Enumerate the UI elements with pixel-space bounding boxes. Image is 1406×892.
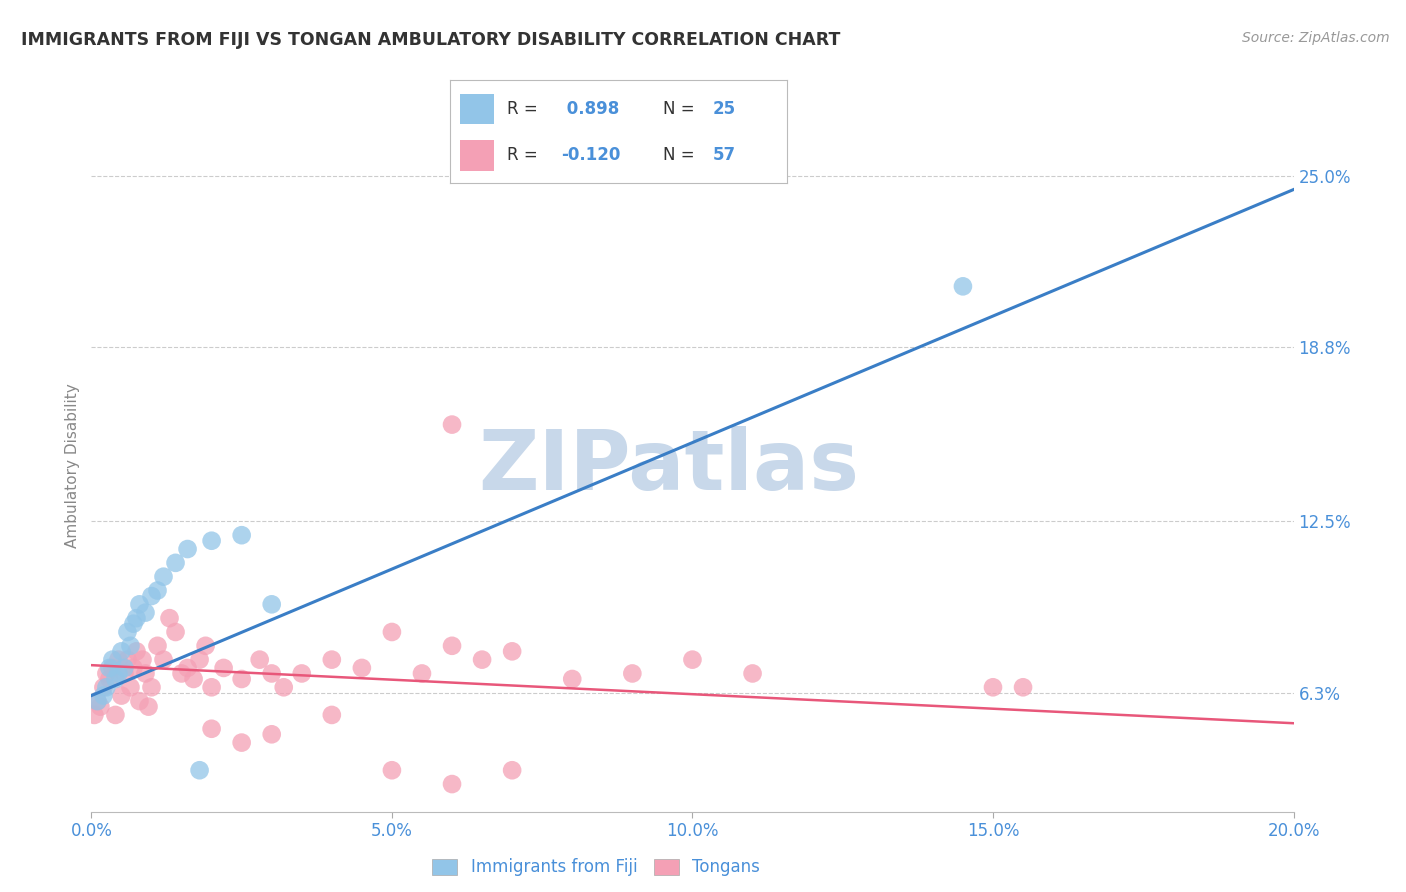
Point xyxy=(104,672,127,686)
Point xyxy=(260,666,283,681)
Point xyxy=(83,708,105,723)
Point xyxy=(159,611,181,625)
Text: Source: ZipAtlas.com: Source: ZipAtlas.com xyxy=(1241,31,1389,45)
Point xyxy=(152,569,174,583)
Point xyxy=(122,661,145,675)
FancyBboxPatch shape xyxy=(460,94,494,124)
Point xyxy=(321,708,343,723)
Point xyxy=(381,763,404,777)
Text: ZIPatlas: ZIPatlas xyxy=(478,425,859,507)
Point xyxy=(107,666,129,681)
Point xyxy=(120,639,142,653)
Point xyxy=(125,644,148,658)
Point xyxy=(114,661,136,675)
Point xyxy=(146,583,169,598)
Point xyxy=(411,666,433,681)
Point xyxy=(134,606,156,620)
Point xyxy=(212,661,235,675)
Point xyxy=(1012,680,1035,694)
Point xyxy=(231,735,253,749)
Text: IMMIGRANTS FROM FIJI VS TONGAN AMBULATORY DISABILITY CORRELATION CHART: IMMIGRANTS FROM FIJI VS TONGAN AMBULATOR… xyxy=(21,31,841,49)
Point xyxy=(98,672,121,686)
Point xyxy=(96,666,118,681)
Text: 0.898: 0.898 xyxy=(561,100,620,118)
Point xyxy=(260,598,283,612)
Text: N =: N = xyxy=(662,146,699,164)
Point xyxy=(110,689,132,703)
Point xyxy=(165,556,187,570)
Point xyxy=(93,689,115,703)
Point xyxy=(561,672,583,686)
Point xyxy=(89,699,111,714)
Point xyxy=(176,661,198,675)
Point xyxy=(131,652,153,666)
Y-axis label: Ambulatory Disability: Ambulatory Disability xyxy=(65,384,80,549)
Point xyxy=(176,541,198,557)
Point xyxy=(98,661,121,675)
Text: 25: 25 xyxy=(713,100,737,118)
Text: -0.120: -0.120 xyxy=(561,146,620,164)
Text: R =: R = xyxy=(508,100,543,118)
Point xyxy=(152,652,174,666)
Point xyxy=(141,680,163,694)
Point xyxy=(291,666,314,681)
Point xyxy=(101,652,124,666)
FancyBboxPatch shape xyxy=(460,140,494,170)
Point xyxy=(86,694,108,708)
Point xyxy=(441,777,464,791)
Text: N =: N = xyxy=(662,100,699,118)
Text: R =: R = xyxy=(508,146,543,164)
Point xyxy=(501,644,523,658)
Point xyxy=(381,624,404,639)
Point xyxy=(114,666,136,681)
Point xyxy=(231,672,253,686)
Point xyxy=(188,763,211,777)
Point xyxy=(165,624,187,639)
Legend: Immigrants from Fiji, Tongans: Immigrants from Fiji, Tongans xyxy=(426,852,766,883)
Point xyxy=(183,672,205,686)
Point xyxy=(350,661,373,675)
Point xyxy=(188,652,211,666)
Point xyxy=(201,533,224,548)
Point xyxy=(146,639,169,653)
Point xyxy=(201,680,224,694)
Point xyxy=(981,680,1004,694)
Text: 57: 57 xyxy=(713,146,737,164)
Point xyxy=(501,763,523,777)
Point xyxy=(441,417,464,432)
Point xyxy=(741,666,763,681)
Point xyxy=(249,652,271,666)
Point xyxy=(128,598,150,612)
Point xyxy=(122,616,145,631)
Point xyxy=(471,652,494,666)
Point xyxy=(321,652,343,666)
Point xyxy=(101,661,124,675)
Point xyxy=(441,639,464,653)
Point xyxy=(138,699,160,714)
Point xyxy=(128,694,150,708)
Point xyxy=(141,589,163,603)
Point xyxy=(134,666,156,681)
Point xyxy=(194,639,217,653)
Point xyxy=(621,666,644,681)
Point xyxy=(120,680,142,694)
Point xyxy=(952,279,974,293)
Point xyxy=(117,652,139,666)
Point xyxy=(117,624,139,639)
Point xyxy=(170,666,193,681)
Point xyxy=(260,727,283,741)
Point xyxy=(110,644,132,658)
Point xyxy=(201,722,224,736)
Point xyxy=(231,528,253,542)
Point xyxy=(93,680,115,694)
Point xyxy=(86,694,108,708)
Point xyxy=(107,652,129,666)
Point xyxy=(104,708,127,723)
Point xyxy=(681,652,703,666)
Point xyxy=(96,680,118,694)
Point xyxy=(273,680,295,694)
Point xyxy=(125,611,148,625)
